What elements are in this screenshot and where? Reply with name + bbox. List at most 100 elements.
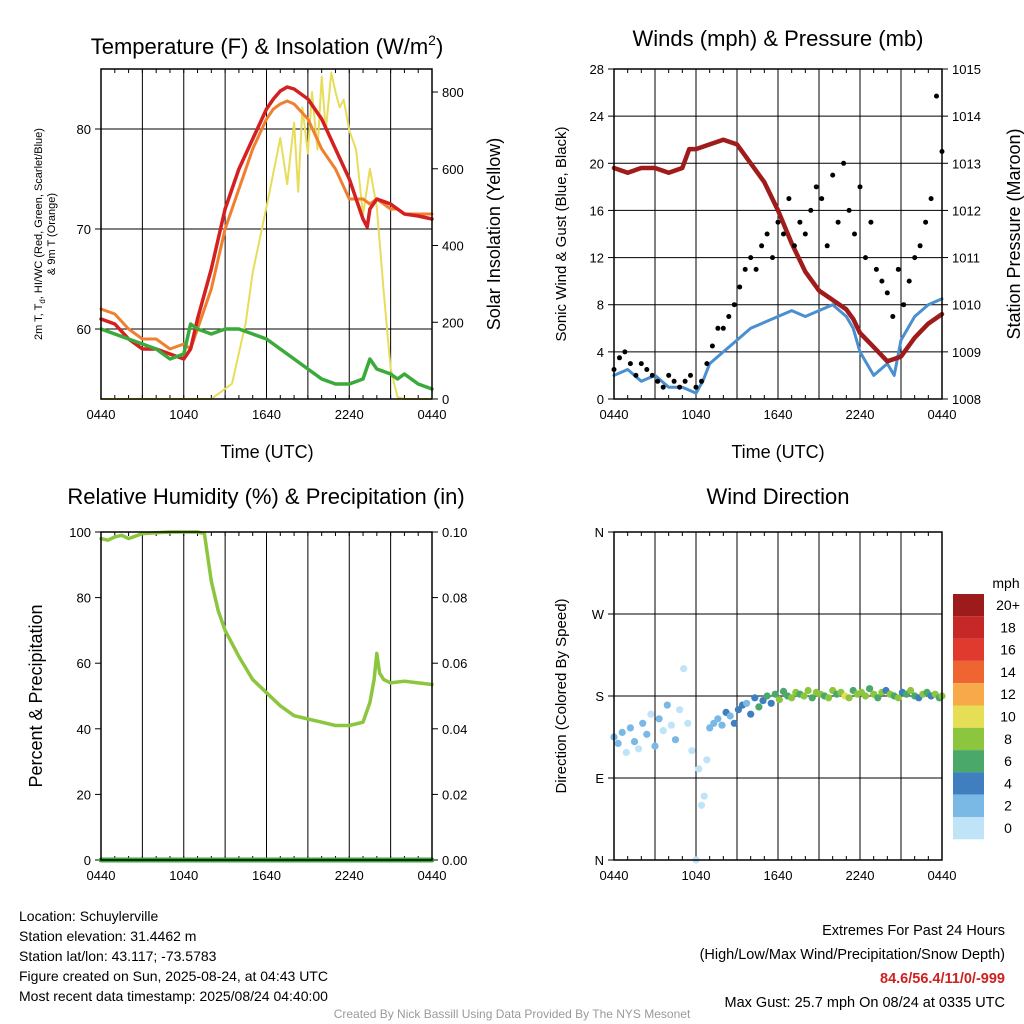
legend-swatch: [953, 772, 984, 795]
direction-point: [680, 665, 688, 673]
x-tick-label: 1640: [764, 407, 793, 422]
legend-label: 12: [1000, 686, 1016, 702]
gust-point: [895, 266, 901, 272]
direction-point: [671, 736, 680, 744]
pressure-line: [611, 137, 945, 364]
gust-point: [753, 266, 759, 272]
y-tick-label: 20: [590, 156, 604, 171]
direction-point: [703, 756, 711, 764]
legend-label: 6: [1004, 753, 1012, 769]
winds-y2-label: Station Pressure (Maroon): [1004, 128, 1024, 339]
gust-point: [693, 384, 699, 390]
direction-point: [907, 686, 915, 695]
winds-panel: Winds (mph) & Pressure (mb) Time (UTC) S…: [553, 26, 1024, 462]
y2-tick-label: 600: [442, 162, 464, 177]
gust-point: [884, 290, 890, 296]
legend-swatch: [953, 638, 984, 661]
direction-point: [643, 730, 651, 738]
legend-swatch: [953, 660, 984, 684]
direction-point: [779, 687, 788, 696]
gust-point: [649, 372, 655, 378]
y-tick-label: 16: [590, 203, 604, 218]
x-tick-label: 0440: [418, 868, 447, 883]
x-tick-label: 1040: [169, 868, 198, 883]
direction-point: [714, 715, 722, 723]
temperature-y2-label: Solar Insolation (Yellow): [484, 138, 504, 330]
gust-point: [863, 255, 868, 261]
y-tick-label: 8: [597, 298, 604, 313]
gust-point: [704, 361, 710, 367]
y-tick-label: 80: [77, 591, 91, 606]
legend-swatch: [953, 683, 984, 706]
direction-point: [706, 724, 714, 732]
plot-frame: [613, 531, 943, 861]
x-tick-label: 1040: [169, 407, 198, 422]
elevation-text: Station elevation: 31.4462 m: [19, 928, 197, 944]
direction-point: [861, 692, 870, 700]
direction-point: [663, 701, 671, 709]
gust-point: [617, 355, 622, 361]
humidity-line: [99, 530, 434, 728]
gust-point: [852, 231, 857, 237]
x-tick-label: 0440: [928, 407, 957, 422]
gust-point: [873, 266, 879, 272]
gust-point: [715, 325, 721, 331]
direction-point: [775, 696, 784, 704]
y2-tick-label: 1008: [952, 392, 981, 407]
y-tick-label: 4: [597, 345, 604, 360]
y2-tick-label: 0.10: [442, 525, 467, 540]
y-tick-label: 60: [77, 322, 91, 337]
gust-point: [917, 243, 923, 249]
x-tick-label: 2240: [335, 407, 364, 422]
y2-tick-label: 1010: [952, 298, 981, 313]
y-tick-label: W: [592, 607, 605, 622]
direction-point: [684, 719, 692, 727]
direction-point: [655, 715, 663, 723]
gust-point: [830, 172, 836, 178]
legend-swatch: [953, 794, 984, 817]
direction-point: [759, 697, 767, 705]
direction-point: [825, 694, 833, 702]
gust-point: [786, 196, 792, 202]
y-tick-label: S: [595, 689, 604, 704]
gust-point: [677, 384, 683, 390]
direction-point: [630, 738, 639, 746]
location-text: Location: Schuylerville: [19, 908, 159, 924]
legend-label: 4: [1004, 775, 1012, 791]
temperature-panel: Temperature (F) & Insolation (W/m2) Time…: [33, 32, 504, 462]
gust-point: [775, 219, 781, 225]
gust-point: [655, 378, 661, 384]
gust-point: [699, 378, 704, 384]
gust-point: [709, 343, 715, 349]
y2-tick-label: 0: [442, 392, 449, 407]
y2-tick-label: 0.02: [442, 787, 467, 802]
direction-point: [767, 699, 775, 707]
gust-point: [660, 384, 666, 390]
gust-point: [901, 302, 907, 308]
direction-point: [695, 765, 703, 773]
gust-point: [720, 325, 726, 331]
direction-point: [894, 694, 902, 702]
direction-point: [667, 721, 676, 729]
gust-point: [781, 231, 786, 237]
temperature-x-label: Time (UTC): [220, 442, 313, 462]
credit-text: Created By Nick Bassill Using Data Provi…: [333, 1007, 691, 1021]
max-gust-text: Max Gust: 25.7 mph On 08/24 at 0335 UTC: [724, 995, 1005, 1011]
y2-tick-label: 1011: [952, 251, 980, 266]
winds-title: Winds (mph) & Pressure (mb): [633, 26, 924, 51]
created-text: Figure created on Sun, 2025-08-24, at 04…: [19, 968, 328, 984]
y-tick-label: 0: [84, 853, 91, 868]
extremes-values: 84.6/56.4/11/0/-999: [880, 971, 1005, 987]
y2-tick-label: 400: [442, 239, 464, 254]
legend-swatch: [953, 594, 984, 617]
x-tick-label: 1040: [682, 407, 711, 422]
legend-swatch: [953, 727, 984, 751]
y2-tick-label: 0.04: [442, 722, 467, 737]
gust-point: [682, 378, 688, 384]
gust-point: [627, 361, 633, 367]
legend-swatch: [953, 817, 984, 840]
gust-point: [638, 361, 644, 367]
y2-tick-label: 0.00: [442, 853, 467, 868]
temperature-title: Temperature (F) & Insolation (W/m2): [91, 32, 444, 59]
